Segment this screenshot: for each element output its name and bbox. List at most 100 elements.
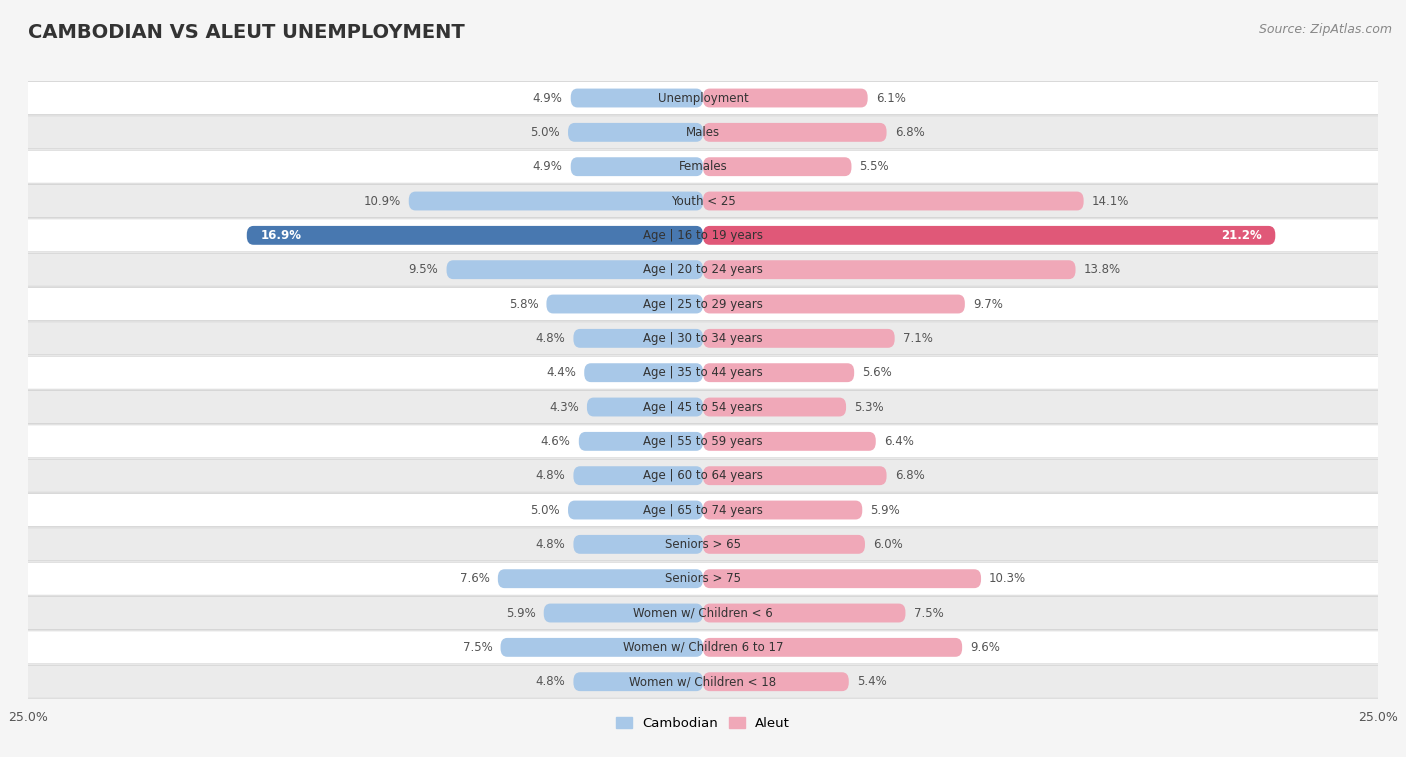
FancyBboxPatch shape bbox=[585, 363, 703, 382]
Text: 4.3%: 4.3% bbox=[550, 400, 579, 413]
FancyBboxPatch shape bbox=[14, 459, 1392, 492]
FancyBboxPatch shape bbox=[703, 329, 894, 347]
FancyBboxPatch shape bbox=[14, 597, 1392, 630]
Text: 5.3%: 5.3% bbox=[855, 400, 884, 413]
FancyBboxPatch shape bbox=[703, 432, 876, 451]
Text: Age | 30 to 34 years: Age | 30 to 34 years bbox=[643, 332, 763, 345]
FancyBboxPatch shape bbox=[568, 500, 703, 519]
Text: 4.8%: 4.8% bbox=[536, 675, 565, 688]
Text: Women w/ Children < 6: Women w/ Children < 6 bbox=[633, 606, 773, 619]
Text: 5.9%: 5.9% bbox=[870, 503, 900, 516]
FancyBboxPatch shape bbox=[409, 192, 703, 210]
Text: 4.8%: 4.8% bbox=[536, 332, 565, 345]
Text: Females: Females bbox=[679, 160, 727, 173]
Text: 5.4%: 5.4% bbox=[856, 675, 887, 688]
Text: Age | 20 to 24 years: Age | 20 to 24 years bbox=[643, 263, 763, 276]
FancyBboxPatch shape bbox=[703, 226, 1275, 245]
Text: Age | 35 to 44 years: Age | 35 to 44 years bbox=[643, 366, 763, 379]
Text: 5.0%: 5.0% bbox=[530, 126, 560, 139]
FancyBboxPatch shape bbox=[703, 603, 905, 622]
FancyBboxPatch shape bbox=[544, 603, 703, 622]
Text: 5.8%: 5.8% bbox=[509, 298, 538, 310]
Text: 7.5%: 7.5% bbox=[914, 606, 943, 619]
FancyBboxPatch shape bbox=[703, 638, 962, 657]
Text: 16.9%: 16.9% bbox=[260, 229, 301, 241]
FancyBboxPatch shape bbox=[571, 157, 703, 176]
Text: 5.5%: 5.5% bbox=[859, 160, 889, 173]
Text: 10.9%: 10.9% bbox=[363, 195, 401, 207]
Text: Youth < 25: Youth < 25 bbox=[671, 195, 735, 207]
FancyBboxPatch shape bbox=[703, 89, 868, 107]
FancyBboxPatch shape bbox=[568, 123, 703, 142]
FancyBboxPatch shape bbox=[703, 397, 846, 416]
Text: 13.8%: 13.8% bbox=[1084, 263, 1121, 276]
FancyBboxPatch shape bbox=[703, 192, 1084, 210]
Text: Age | 55 to 59 years: Age | 55 to 59 years bbox=[643, 435, 763, 448]
Text: 7.6%: 7.6% bbox=[460, 572, 489, 585]
Text: Seniors > 65: Seniors > 65 bbox=[665, 538, 741, 551]
Text: 5.9%: 5.9% bbox=[506, 606, 536, 619]
Text: 9.5%: 9.5% bbox=[409, 263, 439, 276]
FancyBboxPatch shape bbox=[14, 150, 1392, 183]
FancyBboxPatch shape bbox=[14, 253, 1392, 286]
FancyBboxPatch shape bbox=[14, 631, 1392, 664]
Text: 5.6%: 5.6% bbox=[862, 366, 891, 379]
FancyBboxPatch shape bbox=[574, 329, 703, 347]
FancyBboxPatch shape bbox=[703, 260, 1076, 279]
FancyBboxPatch shape bbox=[703, 569, 981, 588]
FancyBboxPatch shape bbox=[703, 535, 865, 554]
Legend: Cambodian, Aleut: Cambodian, Aleut bbox=[610, 712, 796, 735]
FancyBboxPatch shape bbox=[14, 322, 1392, 355]
Text: 5.0%: 5.0% bbox=[530, 503, 560, 516]
FancyBboxPatch shape bbox=[14, 494, 1392, 527]
FancyBboxPatch shape bbox=[703, 672, 849, 691]
Text: 10.3%: 10.3% bbox=[990, 572, 1026, 585]
FancyBboxPatch shape bbox=[501, 638, 703, 657]
FancyBboxPatch shape bbox=[498, 569, 703, 588]
FancyBboxPatch shape bbox=[703, 123, 887, 142]
Text: 4.8%: 4.8% bbox=[536, 469, 565, 482]
Text: Women w/ Children < 18: Women w/ Children < 18 bbox=[630, 675, 776, 688]
FancyBboxPatch shape bbox=[571, 89, 703, 107]
Text: 6.8%: 6.8% bbox=[894, 469, 924, 482]
Text: 6.8%: 6.8% bbox=[894, 126, 924, 139]
Text: 14.1%: 14.1% bbox=[1091, 195, 1129, 207]
FancyBboxPatch shape bbox=[247, 226, 703, 245]
FancyBboxPatch shape bbox=[14, 357, 1392, 389]
FancyBboxPatch shape bbox=[14, 665, 1392, 698]
Text: 6.0%: 6.0% bbox=[873, 538, 903, 551]
Text: 4.9%: 4.9% bbox=[533, 160, 562, 173]
Text: Unemployment: Unemployment bbox=[658, 92, 748, 104]
Text: Age | 45 to 54 years: Age | 45 to 54 years bbox=[643, 400, 763, 413]
FancyBboxPatch shape bbox=[586, 397, 703, 416]
Text: 7.1%: 7.1% bbox=[903, 332, 932, 345]
FancyBboxPatch shape bbox=[447, 260, 703, 279]
FancyBboxPatch shape bbox=[574, 466, 703, 485]
Text: CAMBODIAN VS ALEUT UNEMPLOYMENT: CAMBODIAN VS ALEUT UNEMPLOYMENT bbox=[28, 23, 465, 42]
Text: Age | 65 to 74 years: Age | 65 to 74 years bbox=[643, 503, 763, 516]
FancyBboxPatch shape bbox=[574, 535, 703, 554]
FancyBboxPatch shape bbox=[703, 500, 862, 519]
Text: 6.1%: 6.1% bbox=[876, 92, 905, 104]
Text: 4.4%: 4.4% bbox=[547, 366, 576, 379]
Text: 9.6%: 9.6% bbox=[970, 641, 1000, 654]
FancyBboxPatch shape bbox=[703, 466, 887, 485]
Text: 4.6%: 4.6% bbox=[541, 435, 571, 448]
FancyBboxPatch shape bbox=[703, 294, 965, 313]
Text: 21.2%: 21.2% bbox=[1220, 229, 1261, 241]
FancyBboxPatch shape bbox=[703, 157, 852, 176]
FancyBboxPatch shape bbox=[579, 432, 703, 451]
FancyBboxPatch shape bbox=[14, 562, 1392, 595]
Text: Women w/ Children 6 to 17: Women w/ Children 6 to 17 bbox=[623, 641, 783, 654]
Text: Age | 25 to 29 years: Age | 25 to 29 years bbox=[643, 298, 763, 310]
Text: Males: Males bbox=[686, 126, 720, 139]
FancyBboxPatch shape bbox=[14, 528, 1392, 561]
Text: 4.9%: 4.9% bbox=[533, 92, 562, 104]
Text: Age | 60 to 64 years: Age | 60 to 64 years bbox=[643, 469, 763, 482]
Text: 4.8%: 4.8% bbox=[536, 538, 565, 551]
FancyBboxPatch shape bbox=[14, 82, 1392, 114]
FancyBboxPatch shape bbox=[14, 116, 1392, 149]
FancyBboxPatch shape bbox=[547, 294, 703, 313]
FancyBboxPatch shape bbox=[703, 363, 855, 382]
Text: 7.5%: 7.5% bbox=[463, 641, 492, 654]
